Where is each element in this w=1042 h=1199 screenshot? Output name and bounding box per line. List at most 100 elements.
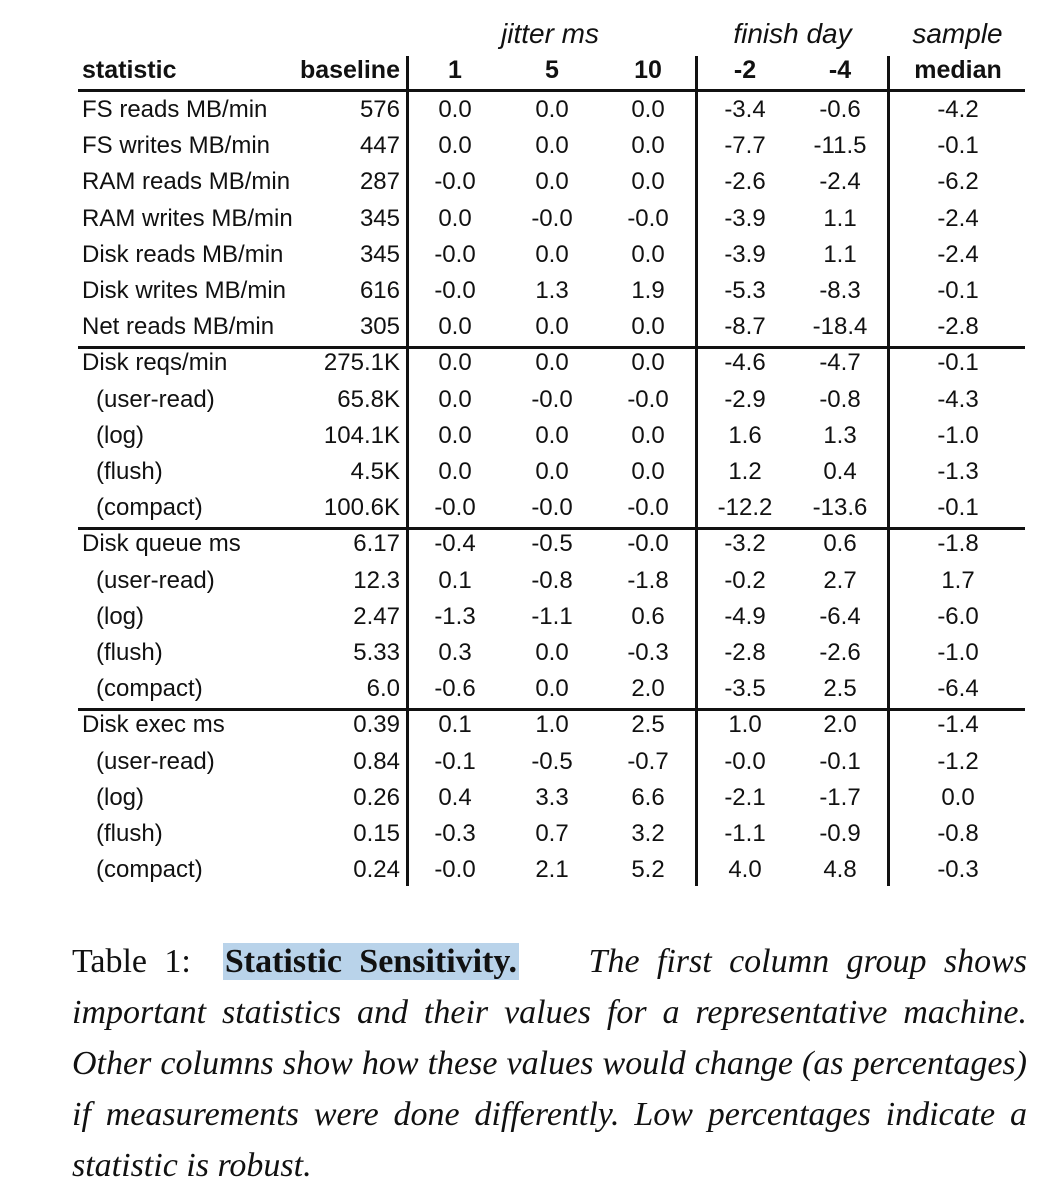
cell-median: 1.7 (941, 566, 975, 594)
column-header-statistic: statistic (82, 56, 177, 84)
cell-f4: -0.6 (819, 96, 861, 123)
cell-f2: 1.2 (728, 458, 762, 485)
cell-j5: 0.0 (535, 240, 569, 268)
cell-f2: -2.6 (724, 168, 766, 196)
cell-j10: 0.0 (631, 313, 665, 341)
row-label: Disk writes MB/min (82, 277, 287, 304)
group-rule-queue (78, 527, 1025, 530)
cell-median: -0.1 (937, 349, 979, 377)
cell-f4: -0.1 (819, 747, 861, 775)
cell-f4: -1.7 (819, 783, 861, 811)
cell-j1: -0.0 (434, 494, 476, 522)
group-header-finish: finish day (733, 18, 852, 49)
caption-title-highlighted[interactable]: Statistic Sensitivity. (222, 943, 520, 980)
cell-baseline: 0.15 (353, 820, 400, 847)
cell-j1: -0.0 (434, 277, 476, 304)
row-label: RAM writes MB/min (82, 204, 293, 232)
cell-j5: -0.0 (531, 385, 573, 413)
cell-f4: 1.3 (823, 421, 857, 449)
cell-j5: 0.0 (535, 96, 569, 123)
row-label: Net reads MB/min (82, 313, 275, 341)
cell-j1: -0.0 (434, 856, 476, 884)
cell-baseline: 287 (359, 168, 400, 196)
cell-j10: 0.0 (631, 132, 665, 160)
rule-after-baseline (406, 56, 409, 886)
cell-median: -2.4 (937, 240, 979, 268)
cell-f4: -2.4 (819, 168, 861, 196)
cell-median: -0.8 (937, 820, 979, 847)
cell-j1: 0.0 (438, 313, 472, 341)
row-label: (user-read) (96, 566, 215, 594)
cell-j10: 1.9 (631, 277, 665, 304)
cell-j5: 1.0 (535, 711, 569, 739)
cell-j10: -0.3 (627, 639, 669, 666)
cell-f4: 0.6 (823, 530, 857, 558)
cell-f2: -3.9 (724, 204, 766, 232)
cell-median: -0.1 (937, 277, 979, 304)
cell-baseline: 2.47 (353, 602, 400, 630)
cell-baseline: 12.3 (353, 566, 400, 594)
row-label: Disk reqs/min (82, 349, 228, 377)
cell-median: -6.2 (937, 168, 979, 196)
cell-baseline: 6.0 (366, 675, 400, 703)
cell-j5: 0.7 (535, 820, 569, 847)
cell-j5: 1.3 (535, 277, 569, 304)
cell-f2: -4.6 (724, 349, 766, 377)
cell-baseline: 0.24 (353, 856, 400, 884)
cell-median: -0.3 (937, 856, 979, 884)
cell-baseline: 6.17 (353, 530, 400, 558)
row-label: FS writes MB/min (82, 132, 271, 160)
cell-j10: 0.0 (631, 96, 665, 123)
cell-j5: 3.3 (535, 783, 569, 811)
cell-f4: -8.3 (819, 277, 861, 304)
cell-f4: 0.4 (823, 458, 857, 485)
cell-j10: 5.2 (631, 856, 665, 884)
cell-f4: -0.9 (819, 820, 861, 847)
cell-j10: -0.0 (627, 204, 669, 232)
cell-baseline: 0.84 (353, 747, 400, 775)
row-label: (user-read) (96, 385, 215, 413)
row-label: (log) (96, 421, 145, 449)
cell-j1: 0.0 (438, 349, 472, 377)
cell-j1: -0.3 (434, 820, 476, 847)
rule-after-jitter (695, 56, 698, 886)
group-header-sample: sample (912, 18, 1003, 49)
cell-f4: 2.0 (823, 711, 857, 739)
cell-f4: -2.6 (819, 639, 861, 666)
cell-j10: 0.0 (631, 421, 665, 449)
cell-f4: 2.5 (823, 675, 857, 703)
column-header-median: median (914, 56, 1002, 84)
cell-f4: -4.7 (819, 349, 861, 377)
cell-j1: 0.1 (438, 566, 472, 594)
cell-f4: -0.8 (819, 385, 861, 413)
cell-f2: -3.5 (724, 675, 766, 703)
cell-j10: -0.7 (627, 747, 669, 775)
table-caption: Table 1: Statistic Sensitivity. The first… (72, 936, 1027, 1191)
cell-baseline: 305 (359, 313, 400, 341)
cell-f4: 1.1 (823, 204, 857, 232)
cell-baseline: 0.39 (353, 711, 400, 739)
cell-f2: -5.3 (724, 277, 766, 304)
row-label: (compact) (96, 494, 203, 522)
cell-j10: 0.6 (631, 602, 665, 630)
cell-f4: 2.7 (823, 566, 857, 594)
cell-j10: 2.5 (631, 711, 665, 739)
cell-j5: 0.0 (535, 132, 569, 160)
cell-j1: -0.0 (434, 240, 476, 268)
column-header-j5: 5 (545, 56, 559, 84)
cell-j1: 0.0 (438, 132, 472, 160)
cell-f2: -7.7 (724, 132, 766, 160)
cell-j10: 6.6 (631, 783, 665, 811)
cell-f4: -6.4 (819, 602, 861, 630)
row-label: FS reads MB/min (82, 96, 268, 123)
cell-f2: 1.6 (728, 421, 762, 449)
row-label: (log) (96, 602, 145, 630)
cell-baseline: 616 (359, 277, 400, 304)
cell-f2: -0.0 (724, 747, 766, 775)
cell-f4: 1.1 (823, 240, 857, 268)
cell-j1: 0.0 (438, 204, 472, 232)
cell-j5: 0.0 (535, 675, 569, 703)
cell-baseline: 447 (359, 132, 400, 160)
cell-f2: -2.1 (724, 783, 766, 811)
column-header-f2: -2 (733, 56, 757, 84)
